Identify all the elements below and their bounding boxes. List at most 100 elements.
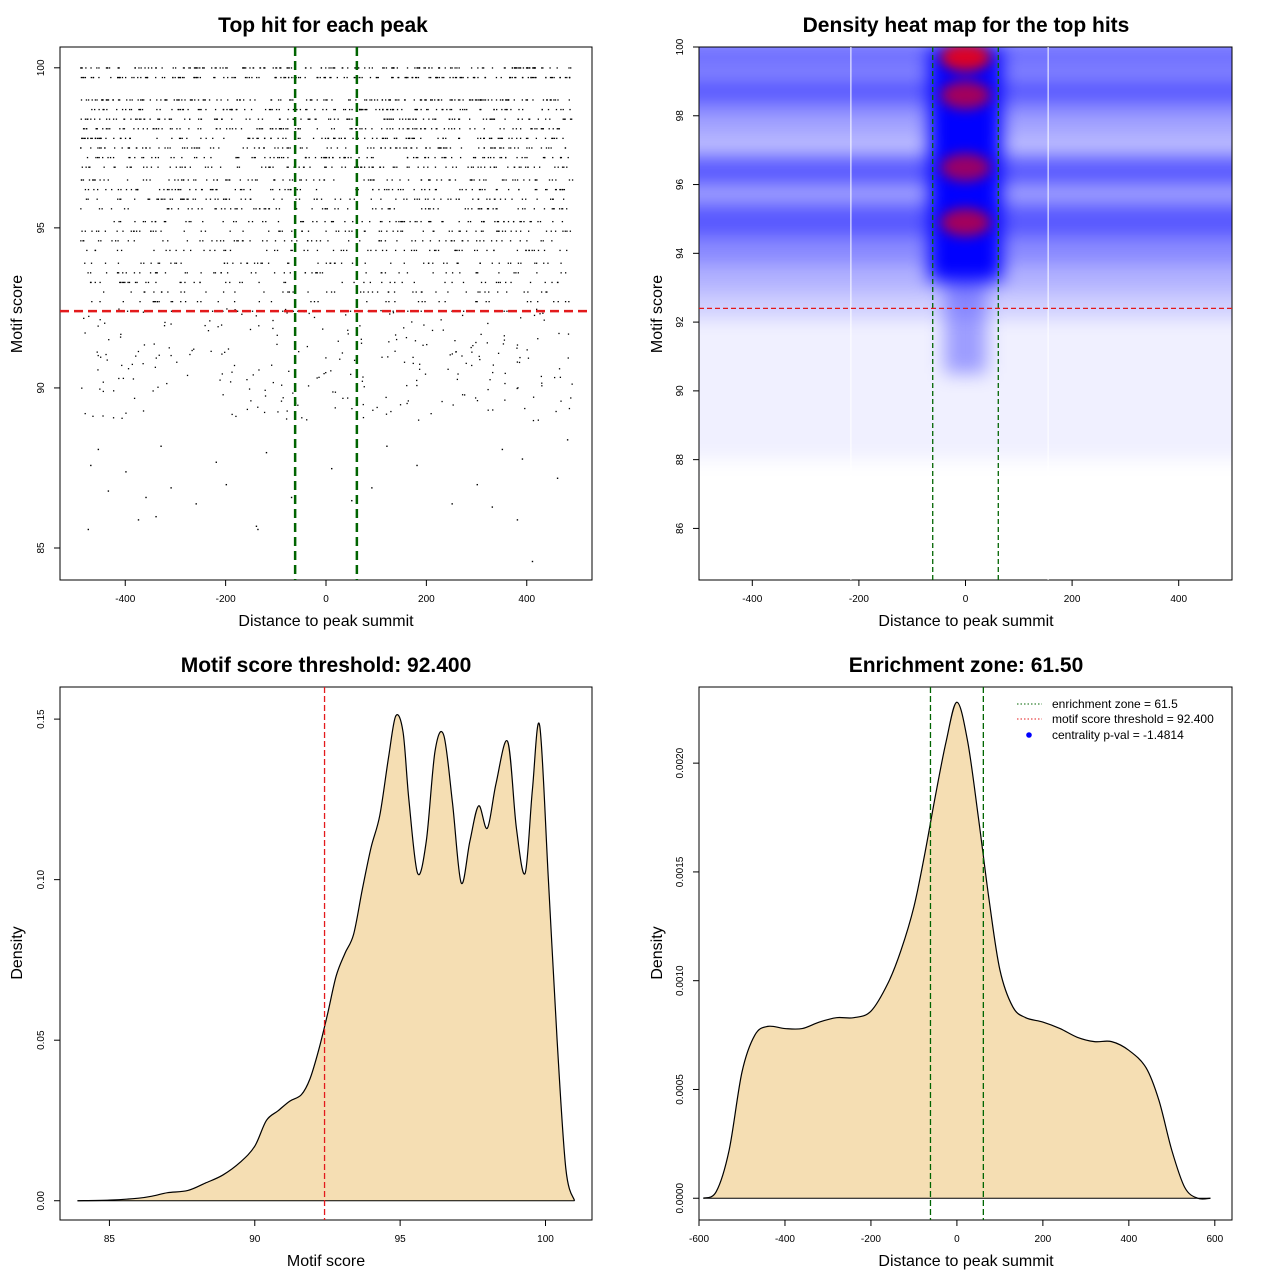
scatter-point: [398, 128, 401, 130]
scatter-point: [368, 67, 371, 69]
scatter-point: [183, 230, 185, 232]
scatter-point: [470, 179, 473, 181]
scatter-point: [396, 99, 398, 101]
scatter-point: [83, 76, 85, 79]
scatter-point: [533, 67, 535, 69]
scatter-point: [347, 329, 349, 331]
scatter-point: [239, 179, 241, 181]
scatter-point: [96, 198, 98, 200]
scatter-point: [193, 281, 195, 284]
scatter-point: [135, 147, 138, 149]
scatter-point: [141, 99, 144, 101]
scatter-point: [432, 208, 435, 210]
scatter-point: [527, 76, 529, 79]
score-density-plot-frame: [59, 686, 593, 1221]
scatter-point: [132, 230, 135, 232]
scatter-point: [305, 179, 308, 181]
scatter-point: [278, 108, 280, 111]
scatter-point: [533, 314, 536, 317]
scatter-point: [409, 220, 411, 223]
heatmap-hotspot: [940, 208, 991, 237]
scatter-point: [440, 198, 442, 200]
scatter-point: [249, 328, 252, 331]
scatter-point: [472, 156, 475, 159]
scatter-point: [483, 128, 485, 130]
scatter-point: [119, 281, 121, 284]
scatter-point: [357, 67, 359, 69]
scatter-point: [186, 198, 188, 200]
scatter-point: [489, 379, 491, 381]
scatter-point: [461, 314, 464, 317]
scatter-point: [193, 67, 196, 69]
scatter-point: [133, 397, 136, 400]
scatter-point: [323, 179, 326, 181]
scatter-point: [537, 249, 540, 252]
scatter-point: [137, 76, 139, 79]
scatter-point: [96, 128, 98, 130]
scatter-point: [456, 249, 458, 252]
scatter-point: [121, 76, 124, 79]
scatter-point: [256, 137, 258, 140]
scatter-point: [137, 99, 139, 101]
scatter-point: [184, 99, 186, 101]
scatter-point: [467, 240, 469, 242]
scatter-point: [275, 208, 277, 210]
scatter-point: [172, 67, 174, 69]
scatter-point: [287, 291, 289, 293]
scatter-point: [273, 198, 275, 200]
scatter-point: [83, 317, 85, 320]
scatter-point: [80, 67, 82, 69]
scatter-point: [562, 198, 565, 200]
scatter-point: [555, 188, 557, 191]
scatter-point: [320, 198, 323, 200]
scatter-point: [389, 118, 391, 120]
scatter-point: [474, 99, 477, 101]
scatter-point: [103, 166, 105, 168]
scatter-point: [526, 99, 529, 101]
scatter-point: [454, 249, 456, 252]
scatter-point: [397, 188, 399, 191]
scatter-point: [446, 147, 448, 149]
scatter-point: [424, 188, 426, 191]
scatter-point: [111, 188, 113, 191]
scatter-point: [306, 345, 309, 348]
scatter-point: [90, 262, 93, 264]
scatter-point: [265, 451, 268, 454]
scatter-point: [503, 339, 506, 341]
scatter-point: [378, 108, 381, 111]
scatter-point: [183, 67, 185, 69]
scatter-point: [372, 409, 374, 411]
scatter-point: [508, 137, 510, 140]
scatter-point: [369, 281, 372, 284]
scatter-point: [120, 333, 122, 335]
scatter-point: [106, 108, 108, 111]
scatter-point: [550, 147, 552, 149]
scatter-point: [527, 230, 530, 232]
scatter-point: [131, 363, 133, 366]
scatter-point: [237, 240, 239, 242]
scatter-point: [373, 179, 375, 181]
scatter-point: [482, 230, 484, 232]
scatter-point: [544, 156, 546, 159]
scatter-point: [326, 208, 329, 210]
scatter-point: [423, 166, 425, 168]
scatter-point: [509, 240, 512, 242]
scatter-point: [504, 67, 506, 69]
scatter-point: [519, 220, 521, 223]
scatter-point: [386, 108, 388, 111]
scatter-point: [403, 361, 406, 363]
scatter-point: [177, 108, 179, 111]
scatter-point: [568, 99, 570, 101]
scatter-point: [405, 118, 407, 120]
scatter-point: [534, 76, 536, 79]
scatter-point: [92, 179, 94, 181]
scatter-point: [263, 147, 265, 149]
scatter-point: [154, 220, 156, 223]
scatter-point: [334, 137, 336, 140]
scatter-point: [189, 118, 191, 120]
scatter-point: [507, 188, 510, 191]
scatter-point: [324, 208, 326, 210]
scatter-point: [258, 76, 260, 79]
scatter-point: [137, 188, 139, 191]
